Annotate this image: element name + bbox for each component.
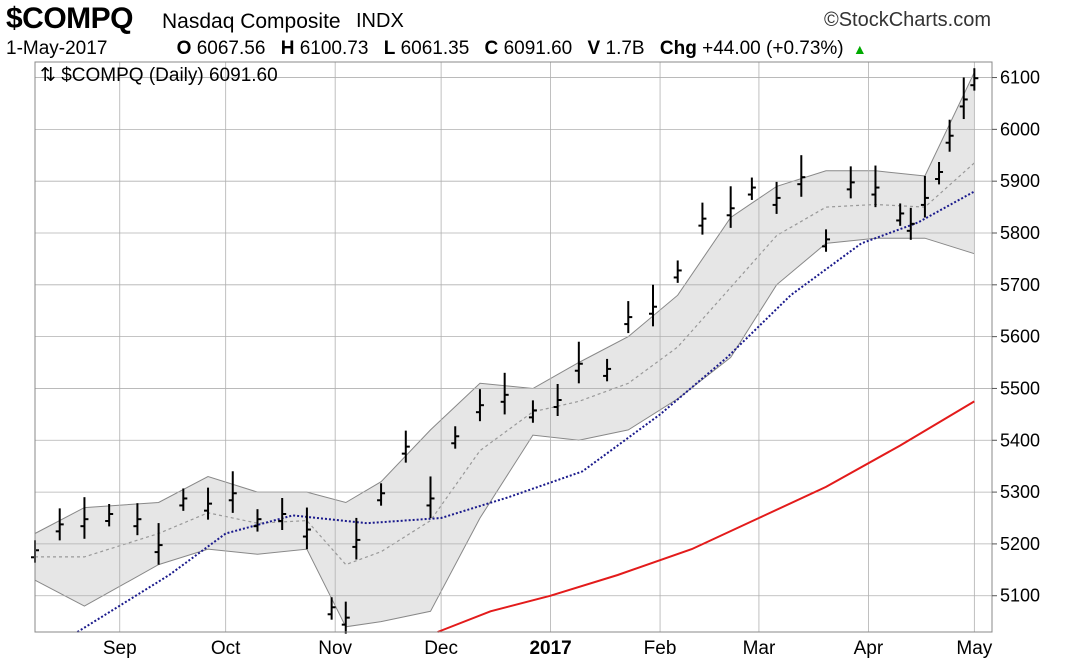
- y-tick-label: 5600: [1000, 327, 1040, 347]
- x-tick-label: Apr: [854, 638, 884, 659]
- grid-lines: [35, 62, 992, 632]
- index-name: Nasdaq Composite: [162, 10, 341, 33]
- change-label: Chg: [659, 38, 697, 59]
- axes: 5100 5200 5300 5400 5500 5600 5700 5800 5900 6000…: [34, 61, 1040, 659]
- quote-line: 1-May-2017 O 6067.56 H 6100.73 L 6061.35…: [6, 38, 871, 60]
- plot-frame: [34, 61, 993, 633]
- y-tick-label: 5400: [1000, 430, 1040, 450]
- y-tick-label: 6000: [1000, 119, 1040, 139]
- x-tick-label: Nov: [318, 638, 352, 659]
- y-tick-label: 5100: [1000, 586, 1040, 606]
- chart-legend: ⇅ $COMPQ (Daily) 6091.60: [40, 65, 278, 86]
- bollinger-bands: [34, 62, 992, 632]
- x-tick-label: Feb: [644, 638, 677, 659]
- band-fill: [35, 72, 975, 627]
- quote-date: 1-May-2017: [6, 38, 108, 59]
- ma200-layer: [437, 400, 975, 633]
- x-tick-label: Oct: [211, 638, 241, 659]
- low-label: L: [383, 38, 396, 59]
- x-tick-label: 2017: [529, 638, 571, 659]
- band-lower-line: [34, 237, 975, 628]
- y-tick-label: 5300: [1000, 482, 1040, 502]
- close-label: C: [484, 38, 499, 59]
- exchange-label: INDX: [356, 10, 404, 32]
- open-value: 6067.56: [196, 38, 266, 59]
- change-up-icon: ▲: [852, 41, 867, 57]
- x-tick-label: Sep: [103, 638, 137, 659]
- y-tick-label: 5500: [1000, 378, 1040, 398]
- x-tick-label: Dec: [424, 638, 458, 659]
- band-middle-line: [35, 162, 975, 566]
- change-value: +44.00 (+0.73%): [702, 38, 844, 59]
- open-label: O: [176, 38, 192, 59]
- ma50-line: [76, 190, 975, 633]
- ma50-layer: [76, 190, 975, 633]
- x-tick-label: Mar: [743, 638, 776, 659]
- low-value: 6061.35: [400, 38, 470, 59]
- symbol-title: $COMPQ: [6, 2, 134, 35]
- volume-label: V: [587, 38, 601, 59]
- ma200-line: [437, 400, 975, 633]
- high-label: H: [280, 38, 295, 59]
- volume-value: 1.7B: [605, 38, 645, 59]
- y-tick-label: 5200: [1000, 534, 1040, 554]
- high-value: 6100.73: [299, 38, 369, 59]
- x-tick-label: May: [956, 638, 992, 659]
- close-value: 6091.60: [503, 38, 573, 59]
- y-tick-label: 5800: [1000, 223, 1040, 243]
- y-tick-label: 5700: [1000, 275, 1040, 295]
- price-bars: [31, 68, 979, 634]
- brand-label[interactable]: ©StockCharts.com: [823, 9, 991, 31]
- y-tick-label: 6100: [1000, 68, 1040, 88]
- band-upper-line: [34, 72, 975, 534]
- y-tick-label: 5900: [1000, 171, 1040, 191]
